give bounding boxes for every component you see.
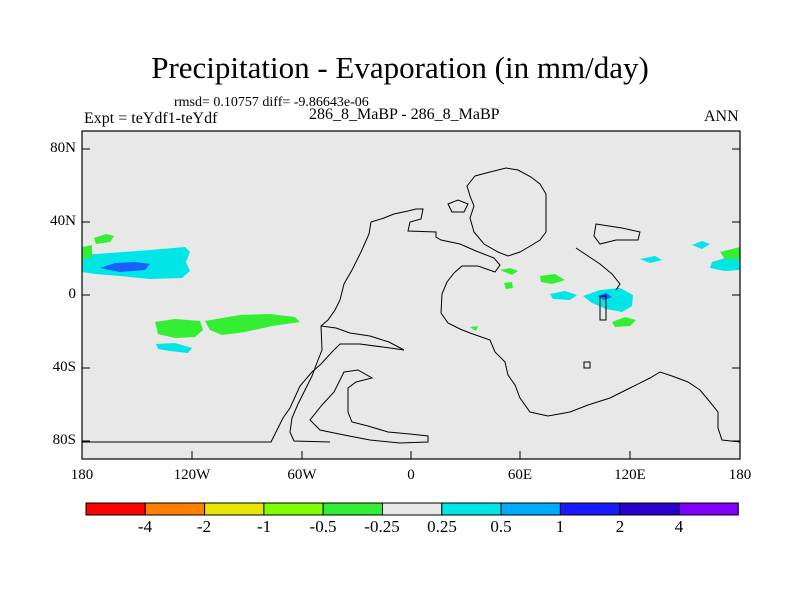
colorbar-label: -0.5	[309, 517, 337, 536]
anomaly-fills	[82, 234, 740, 353]
colorbar-box	[204, 502, 265, 516]
colorbar-box	[619, 502, 680, 516]
lon-label-60e: 60E	[507, 467, 533, 483]
lon-ticks	[81, 451, 741, 459]
lat-label-80n: 80N	[50, 140, 76, 156]
blue-region-pacific	[100, 262, 150, 272]
colorbar-label: -1	[256, 517, 272, 536]
plot-title: Precipitation - Evaporation (in mm/day)	[151, 50, 649, 85]
coastlines	[82, 167, 741, 444]
coastline-india	[599, 295, 607, 321]
colorbar-box	[500, 502, 561, 516]
green-region-indian	[540, 274, 565, 284]
coastline-greenland	[466, 167, 547, 257]
colorbar-label: 2	[615, 517, 625, 536]
lon-label-180w: 180	[70, 467, 94, 483]
lon-label-120w: 120W	[173, 467, 211, 483]
cyan-region-west-pacific	[640, 256, 662, 263]
lat-label-40s: 40S	[52, 359, 76, 375]
colorbar-label: 0.5	[490, 517, 512, 536]
colorbar-label: 1	[555, 517, 565, 536]
map-background	[82, 131, 740, 459]
cyan-region-east-pacific	[692, 241, 710, 249]
coastline-central-america	[289, 221, 372, 443]
lon-label-60w: 60W	[287, 467, 317, 483]
green-region-pacific-north	[94, 234, 114, 244]
colorbar-label: -2	[196, 517, 212, 536]
lat-ticks	[82, 148, 740, 442]
coastline-eurasia-north	[593, 223, 641, 245]
green-region-south-pacific-east	[205, 314, 300, 335]
colorbar-label: 4	[674, 517, 684, 536]
cyan-region-east-pacific-band	[710, 258, 740, 271]
cyan-region-indian	[550, 291, 577, 300]
green-region-maritime-south	[612, 317, 636, 327]
colorbar-label: -0.25	[364, 517, 400, 536]
lat-label-80s: 80S	[52, 432, 76, 448]
coastline-small-island	[583, 361, 591, 369]
colorbar-box	[441, 502, 502, 516]
colorbar-box	[678, 502, 739, 516]
lat-label-eq: 0	[68, 286, 77, 302]
coastline-iceland	[447, 199, 469, 213]
green-region-africa-east	[504, 282, 513, 289]
green-region-arabian	[500, 268, 518, 275]
coastline-patagonia	[309, 369, 429, 444]
lon-label-120e: 120E	[614, 467, 646, 483]
coastline-americas	[370, 208, 741, 443]
colorbar-box	[85, 502, 146, 516]
colorbar-box	[322, 502, 384, 516]
colorbar	[85, 502, 739, 516]
lat-label-40n: 40N	[50, 213, 76, 229]
lon-label-180e: 180	[728, 467, 752, 483]
green-region-south-pacific-west	[155, 319, 203, 338]
colorbar-box	[263, 502, 324, 516]
experiment-label: Expt = teYdf1-teYdf	[84, 110, 218, 127]
coastline-asia-east	[575, 247, 621, 291]
rmsd-diff-text: rmsd= 0.10757 diff= -9.86643e-06	[174, 95, 369, 110]
colorbar-box	[144, 502, 206, 516]
colorbar-box	[382, 502, 443, 516]
cyan-region-maritime	[583, 288, 633, 312]
cyan-region-south-pacific	[156, 343, 192, 353]
colorbar-label: 0.25	[427, 517, 457, 536]
colorbar-label: -4	[137, 517, 153, 536]
case-label: 286_8_MaBP - 286_8_MaBP	[309, 106, 500, 123]
colorbar-box	[559, 502, 621, 516]
green-region-east-pacific	[720, 247, 740, 259]
lon-label-0: 0	[407, 467, 415, 483]
coastline-south-america	[82, 325, 405, 443]
green-region-pacific-west	[82, 245, 92, 260]
green-region-arabian-small	[470, 326, 478, 331]
season-label: ANN	[704, 108, 739, 125]
